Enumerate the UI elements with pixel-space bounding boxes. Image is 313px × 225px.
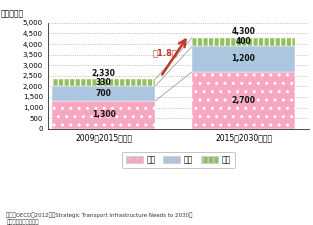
Text: 2,700: 2,700 [232,96,256,105]
Text: 400: 400 [236,37,251,46]
Text: 4,300: 4,300 [232,27,255,36]
Bar [192,38,295,46]
Bar [53,86,155,101]
Text: 330: 330 [96,78,112,87]
Legend: 鉄道, 空港, 港湾: 鉄道, 空港, 港湾 [122,152,235,168]
Text: 2,330: 2,330 [92,69,116,78]
Text: 700: 700 [96,89,112,98]
Text: 資料）OECD（2012）「Strategic Transport Infrastructure Needs to 2030」
　より国土交通省作成: 資料）OECD（2012）「Strategic Transport Infras… [6,213,192,225]
Bar [192,72,295,129]
Text: 1,300: 1,300 [92,110,116,119]
Text: 1,200: 1,200 [232,54,255,63]
Text: 約1.8倍: 約1.8倍 [153,48,178,57]
Bar [53,79,155,86]
Bar [53,101,155,129]
Bar [192,46,295,72]
Y-axis label: （億ドル）: （億ドル） [1,10,24,19]
